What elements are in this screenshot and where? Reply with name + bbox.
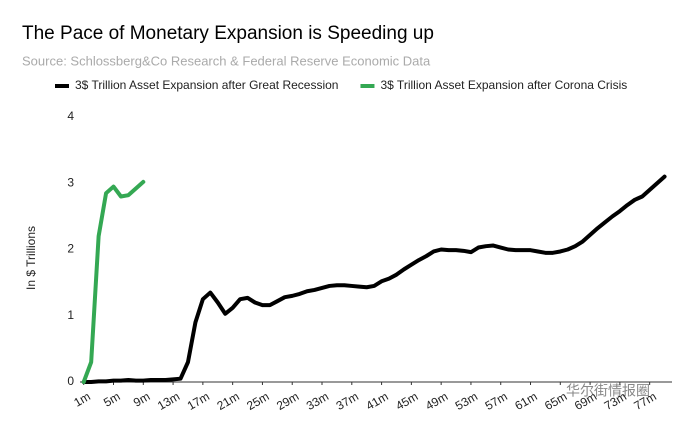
y-tick-label: 2: [67, 242, 74, 256]
x-tick-label: 49m: [423, 389, 450, 413]
x-tick-label: 1m: [71, 389, 92, 409]
x-tick-label: 45m: [393, 389, 420, 413]
y-tick-label: 1: [67, 308, 74, 322]
legend-label: 3$ Trillion Asset Expansion after Great …: [75, 78, 338, 92]
chart-subtitle: Source: Schlossberg&Co Research & Federa…: [22, 53, 431, 68]
x-tick-label: 61m: [512, 389, 539, 413]
x-tick-label: 57m: [483, 389, 510, 413]
x-tick-label: 41m: [363, 389, 390, 413]
x-tick-label: 33m: [304, 389, 331, 413]
watermark: 华尔街情报圈: [566, 383, 650, 399]
y-axis-label: In $ Trillions: [24, 226, 38, 290]
x-tick-label: 5m: [101, 389, 122, 409]
x-tick-label: 53m: [453, 389, 480, 413]
series-line: [81, 174, 667, 384]
y-tick-label: 4: [67, 109, 74, 123]
y-tick-label: 0: [67, 374, 74, 388]
x-tick-label: 13m: [155, 389, 182, 413]
x-tick-label: 17m: [185, 389, 212, 413]
y-tick-label: 3: [67, 175, 74, 189]
legend-label: 3$ Trillion Asset Expansion after Corona…: [380, 78, 627, 92]
series-line: [81, 179, 146, 384]
x-tick-label: 9m: [131, 389, 152, 409]
x-tick-label: 29m: [274, 389, 301, 413]
x-tick-label: 21m: [215, 389, 242, 413]
x-tick-label: 37m: [334, 389, 361, 413]
x-tick-label: 25m: [244, 389, 271, 413]
chart-title: The Pace of Monetary Expansion is Speedi…: [22, 23, 434, 44]
